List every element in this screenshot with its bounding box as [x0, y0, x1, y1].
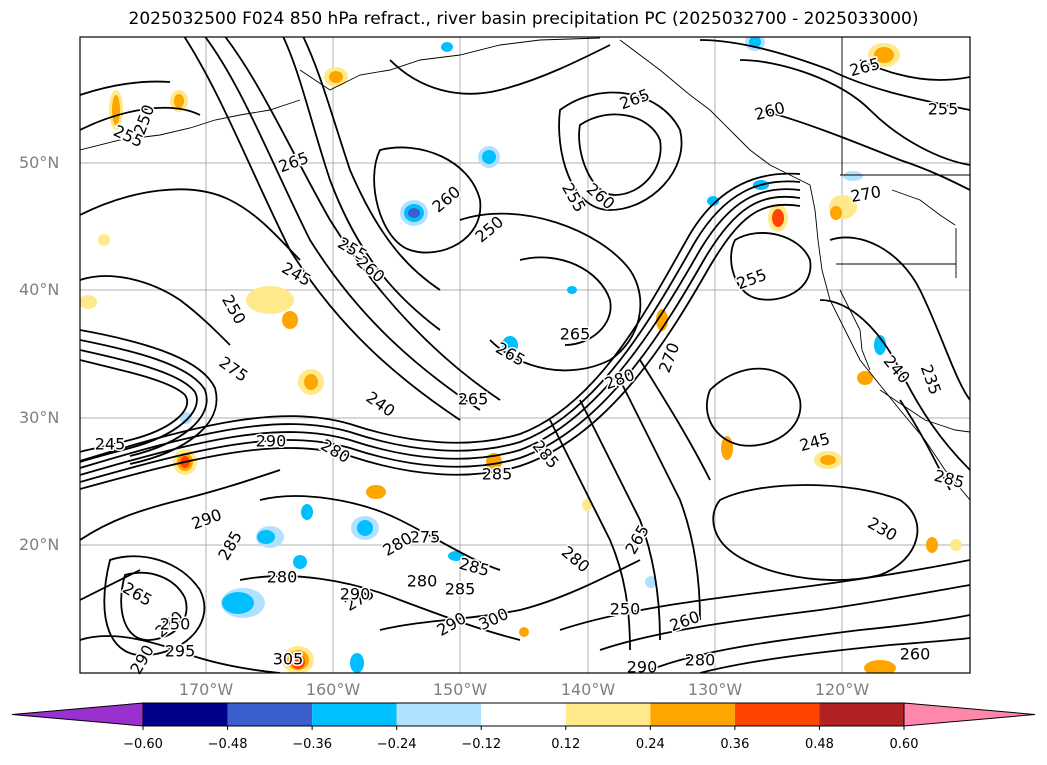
contour-label: 280 — [267, 568, 298, 587]
colorbar-segment — [143, 703, 228, 726]
colorbar-tick-label: −0.36 — [292, 737, 333, 752]
contour-label: 305 — [273, 650, 304, 669]
contour-label: 250 — [610, 600, 641, 619]
lon-label-170w: 170°W — [178, 680, 234, 699]
colorbar-tick-label: 0.12 — [551, 737, 581, 752]
contour-label: 290 — [627, 658, 658, 677]
contour-label: 290 — [256, 432, 287, 451]
lon-label-160w: 160°W — [305, 680, 361, 699]
contour-label: 280 — [685, 651, 716, 670]
lon-label-130w: 130°W — [687, 680, 743, 699]
contour-label: 280 — [407, 572, 438, 591]
contour-label: 265 — [560, 325, 591, 344]
precip-blobs — [80, 37, 962, 673]
colorbar-tick-label: −0.12 — [461, 737, 502, 752]
lon-label-120w: 120°W — [814, 680, 870, 699]
contour-label: 255 — [928, 100, 959, 119]
lon-label-140w: 140°W — [560, 680, 616, 699]
colorbar-segment — [481, 703, 566, 726]
colorbar-tick-label: −0.24 — [376, 737, 417, 752]
colorbar-segment — [565, 703, 651, 726]
colorbar — [11, 702, 1036, 730]
contour-label: 275 — [410, 528, 441, 547]
lon-label-150w: 150°W — [432, 680, 488, 699]
colorbar-outline — [142, 702, 905, 727]
colorbar-segment — [396, 703, 482, 726]
colorbar-tick-label: 0.36 — [720, 737, 750, 752]
colorbar-segment — [312, 703, 397, 726]
colorbar-segment — [227, 703, 313, 726]
colorbar-extend-low — [11, 702, 144, 727]
map-border — [79, 36, 971, 674]
contour-label: 285 — [482, 465, 513, 484]
contour-label: 290 — [340, 585, 371, 604]
map-title: 2025032500 F024 850 hPa refract., river … — [128, 9, 919, 29]
colorbar-segment — [650, 703, 735, 726]
contour-label: 285 — [445, 580, 476, 599]
contour-label: 265 — [458, 390, 489, 409]
colorbar-tick-label: −0.60 — [123, 737, 163, 752]
contour-label: 260 — [900, 645, 931, 664]
colorbar-tick-label: −0.48 — [207, 737, 248, 752]
colorbar-extend-high — [903, 702, 1036, 727]
lat-label-20n: 20°N — [19, 535, 60, 554]
lat-label-30n: 30°N — [19, 408, 60, 427]
lat-label-50n: 50°N — [19, 153, 60, 172]
contour-label: 245 — [95, 435, 126, 454]
coastlines — [80, 37, 970, 501]
lat-label-40n: 40°N — [19, 280, 60, 299]
colorbar-tick-label: 0.60 — [889, 737, 919, 752]
map-area — [80, 37, 970, 673]
colorbar-tick-label: 0.48 — [804, 737, 834, 752]
colorbar-segment — [819, 703, 904, 726]
colorbar-tick-label: 0.24 — [635, 737, 665, 752]
colorbar-segment — [734, 703, 820, 726]
refractivity-contours — [80, 37, 970, 673]
contour-label: 295 — [165, 642, 196, 661]
contour-label: 250 — [160, 615, 191, 634]
